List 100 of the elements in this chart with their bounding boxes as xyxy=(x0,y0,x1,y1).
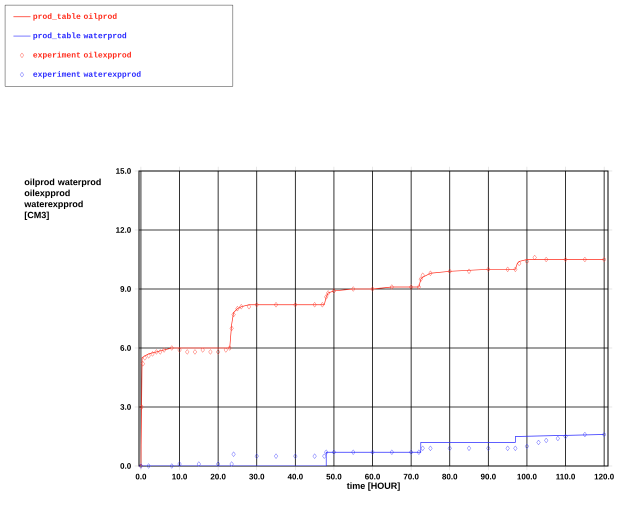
point xyxy=(322,454,326,459)
point xyxy=(154,349,158,355)
y-axis-title: oilprod waterprod oilexpprod waterexpprod [CM3] xyxy=(24,178,101,220)
y-tick-label: 3.0 xyxy=(120,404,131,410)
point xyxy=(428,446,432,451)
y-tick-label: 12.0 xyxy=(116,227,131,233)
point xyxy=(254,302,259,308)
x-tick-label: 60.0 xyxy=(365,474,380,480)
x-tick-label: 90.0 xyxy=(480,474,496,480)
point xyxy=(142,355,147,360)
point xyxy=(324,450,328,455)
x-tick-label: 100.0 xyxy=(517,474,537,480)
point xyxy=(536,440,541,445)
point xyxy=(351,286,356,292)
point xyxy=(230,326,234,331)
point xyxy=(416,284,421,290)
y-tick-label: 0.0 xyxy=(120,463,131,469)
point xyxy=(254,454,259,459)
point xyxy=(196,461,201,467)
point xyxy=(524,444,529,449)
point xyxy=(200,347,205,353)
legend-label: prod_table oilprod xyxy=(33,13,117,21)
point xyxy=(208,349,212,355)
point xyxy=(178,347,182,353)
point xyxy=(235,306,240,312)
point xyxy=(351,450,356,455)
point xyxy=(390,450,394,455)
point xyxy=(564,256,568,262)
x-tick-label: 120.0 xyxy=(594,474,614,480)
legend-label: experiment oilexpprod xyxy=(33,52,131,60)
x-tick-label: 20.0 xyxy=(210,474,226,480)
point xyxy=(150,351,155,356)
point xyxy=(274,302,278,308)
point xyxy=(293,454,298,459)
point xyxy=(332,450,336,455)
point xyxy=(486,266,490,272)
x-tick-label: 80.0 xyxy=(442,474,458,480)
x-tick-label: 110.0 xyxy=(556,474,575,480)
point xyxy=(416,450,421,455)
point xyxy=(146,353,151,358)
point xyxy=(544,438,548,444)
point xyxy=(247,304,252,310)
point xyxy=(332,288,336,294)
point xyxy=(409,284,414,290)
point xyxy=(420,272,425,278)
point xyxy=(428,270,432,276)
point xyxy=(162,347,166,353)
legend-label: prod_table waterprod xyxy=(33,32,126,40)
point xyxy=(582,432,587,438)
point xyxy=(326,290,330,296)
point xyxy=(506,446,510,451)
point xyxy=(467,446,472,451)
point xyxy=(517,260,522,266)
point xyxy=(524,258,529,264)
point xyxy=(185,349,190,355)
x-tick-label: 30.0 xyxy=(249,474,264,480)
point xyxy=(513,446,518,451)
point xyxy=(158,349,162,355)
point xyxy=(409,450,414,455)
point xyxy=(140,361,145,366)
point xyxy=(312,454,317,459)
point xyxy=(293,302,298,308)
point xyxy=(232,312,236,318)
point xyxy=(467,268,472,274)
point xyxy=(564,434,568,440)
point xyxy=(448,268,452,274)
point xyxy=(224,347,228,353)
x-tick-label: 10.0 xyxy=(172,474,187,480)
point xyxy=(140,404,144,410)
point xyxy=(228,345,232,351)
x-tick-label: 40.0 xyxy=(288,474,303,480)
point xyxy=(448,446,452,451)
point xyxy=(170,463,174,469)
y-tick-label: 9.0 xyxy=(120,286,131,292)
point xyxy=(582,256,587,262)
point xyxy=(370,286,375,292)
point xyxy=(513,266,518,272)
point xyxy=(390,284,394,290)
point xyxy=(320,302,324,308)
x-tick-label: 0.0 xyxy=(136,474,146,480)
point xyxy=(544,256,548,262)
x-tick-label: 50.0 xyxy=(326,474,342,480)
point xyxy=(232,452,236,457)
point xyxy=(274,454,278,459)
point xyxy=(178,461,182,467)
point xyxy=(192,349,197,355)
legend-label: experiment waterexpprod xyxy=(33,70,141,78)
y-tick-label: 15.0 xyxy=(116,168,131,174)
point xyxy=(324,294,328,300)
point xyxy=(420,446,425,451)
point xyxy=(532,254,537,260)
point xyxy=(216,349,220,355)
point xyxy=(486,446,490,451)
point xyxy=(239,304,244,310)
point xyxy=(170,345,174,351)
point xyxy=(370,450,375,455)
point xyxy=(216,461,220,467)
point xyxy=(556,436,560,442)
y-tick-label: 6.0 xyxy=(120,345,131,351)
x-tick-label: 70.0 xyxy=(404,474,419,480)
